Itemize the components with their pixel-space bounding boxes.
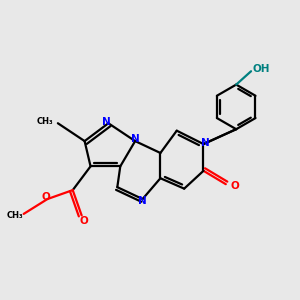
Text: N: N [102,117,110,127]
Text: CH₃: CH₃ [7,211,23,220]
Text: CH₃: CH₃ [36,117,53,126]
Text: O: O [80,216,88,226]
Text: O: O [230,181,239,191]
Text: O: O [42,192,50,202]
Text: N: N [201,138,209,148]
Text: OH: OH [252,64,270,74]
Text: N: N [138,196,147,206]
Text: N: N [131,134,140,144]
